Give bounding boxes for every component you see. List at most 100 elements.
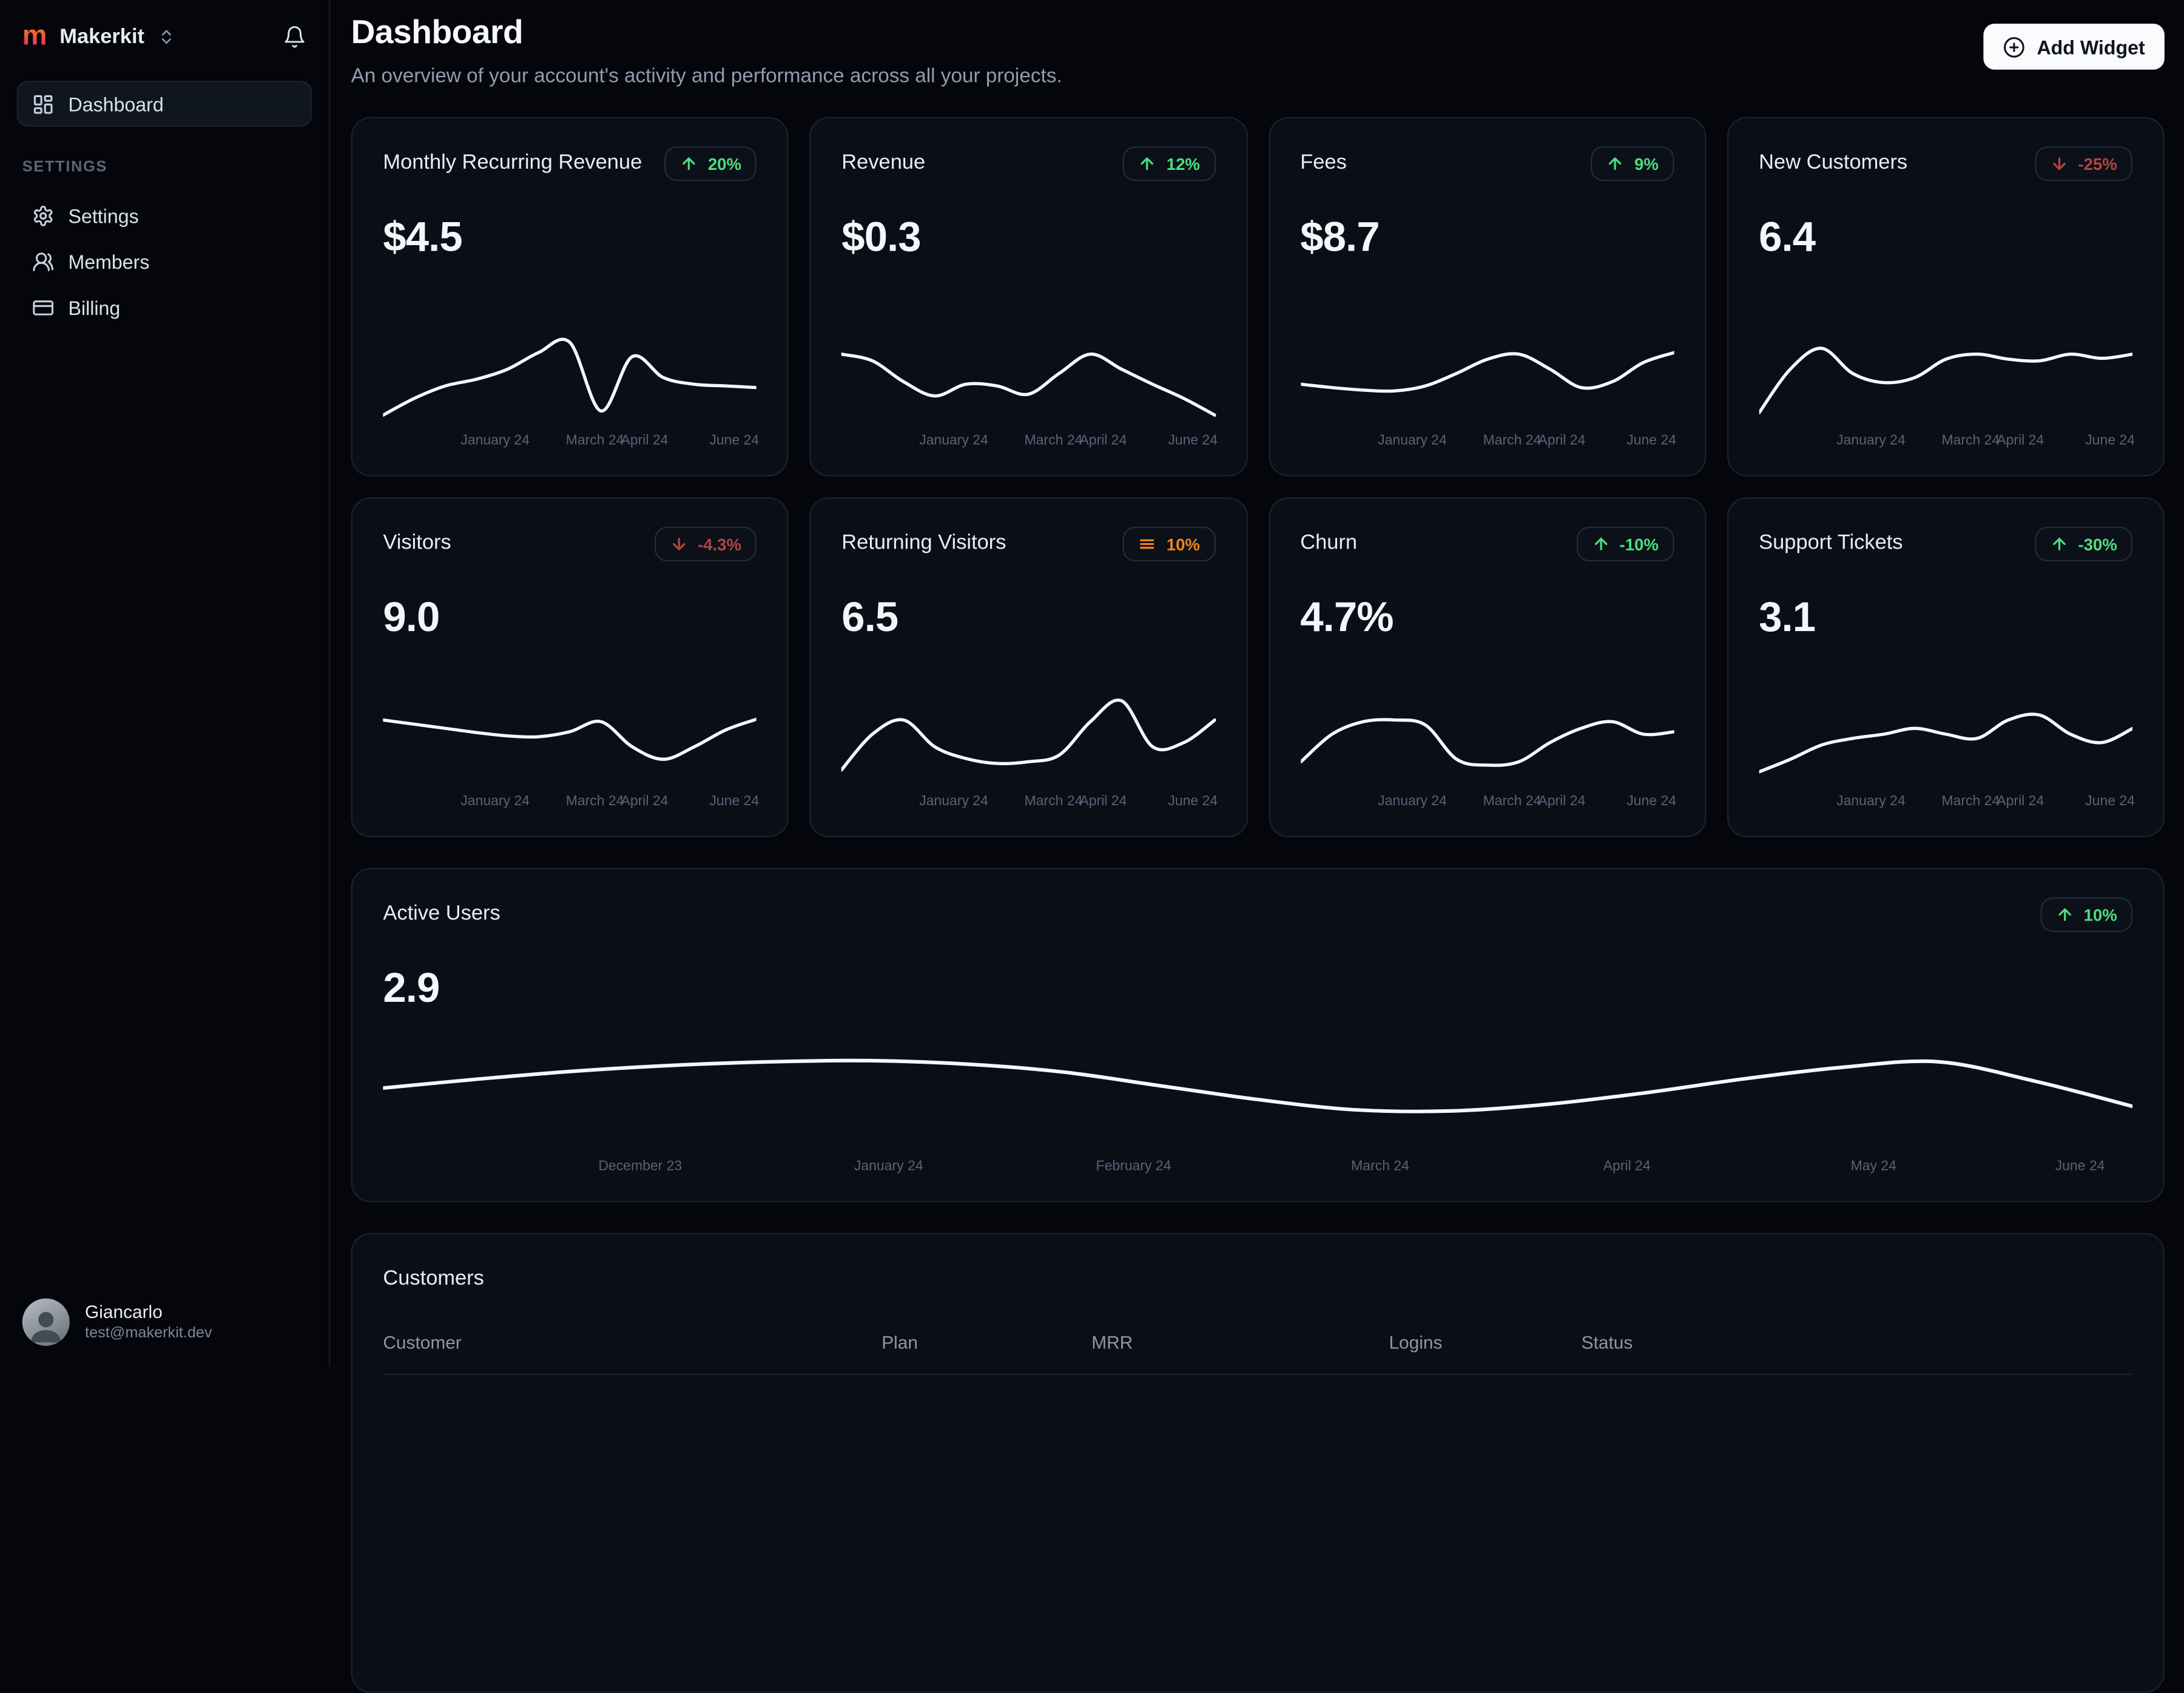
- sparkline-block: January 24 March 24 April 24 June 24: [1759, 692, 2135, 814]
- trend-badge: -10%: [1576, 526, 1674, 562]
- axis-tick-label: March 24: [565, 433, 624, 449]
- card-title: Monthly Recurring Revenue: [383, 150, 642, 174]
- axis-tick-label: June 24: [709, 433, 760, 449]
- stat-card: Support Tickets -30% 3.1 January 24 March…: [1727, 497, 2165, 837]
- trend-badge: 10%: [1123, 526, 1216, 562]
- column-header: Logins: [1389, 1331, 1443, 1353]
- user-email: test@makerkit.dev: [85, 1325, 212, 1342]
- sparkline-chart: [383, 1027, 2133, 1149]
- badge-value: 10%: [1166, 534, 1200, 554]
- x-axis-labels: January 24 March 24 April 24 June 24: [1300, 430, 1676, 453]
- sidebar-item-members[interactable]: Members: [17, 238, 312, 285]
- page-header: Dashboard An overview of your account's …: [351, 14, 2165, 88]
- makerkit-logo: m: [22, 21, 47, 52]
- arrow-down-icon: [672, 538, 686, 550]
- sparkline-chart: [1759, 331, 2133, 424]
- card-value: $4.5: [383, 214, 462, 261]
- column-header: MRR: [1091, 1331, 1133, 1353]
- sparkline-chart: [383, 692, 757, 785]
- person-icon: [31, 1311, 61, 1342]
- workspace-name: Makerkit: [59, 24, 145, 49]
- axis-tick-label: March 24: [565, 794, 624, 809]
- sparkline-svg: [1759, 346, 2133, 414]
- sparkline-block: January 24 March 24 April 24 June 24: [1759, 331, 2135, 453]
- sparkline-chart: [841, 692, 1216, 785]
- axis-tick-label: March 24: [1351, 1159, 1409, 1175]
- badge-value: 9%: [1634, 154, 1659, 174]
- chevron-up-down-icon[interactable]: [157, 27, 175, 46]
- stat-cards-grid: Monthly Recurring Revenue 20% $4.5 Janua…: [351, 117, 2165, 837]
- axis-tick-label: April 24: [1538, 794, 1586, 809]
- axis-tick-label: April 24: [621, 433, 669, 449]
- sparkline-block: January 24 March 24 April 24 June 24: [841, 331, 1218, 453]
- badge-value: -25%: [2078, 154, 2117, 174]
- sparkline-svg: [383, 717, 757, 761]
- gear-icon: [33, 204, 53, 226]
- sparkline-block: January 24 March 24 April 24 June 24: [1300, 331, 1676, 453]
- stat-card: Fees 9% $8.7 January 24 March 24 April 24 J…: [1268, 117, 1706, 477]
- axis-tick-label: April 24: [1538, 433, 1586, 449]
- sparkline-chart: [1300, 692, 1674, 785]
- axis-tick-label: January 24: [460, 433, 530, 449]
- workspace-switcher[interactable]: m Makerkit: [0, 0, 329, 61]
- active-users-chart: December 23 January 24 February 24 March 24…: [383, 1027, 2133, 1178]
- sidebar-item-billing[interactable]: Billing: [17, 284, 312, 330]
- card-value: $0.3: [841, 214, 921, 261]
- add-widget-label: Add Widget: [2037, 35, 2145, 58]
- card-value: 6.5: [841, 595, 898, 641]
- card-value: 6.4: [1759, 214, 1816, 261]
- axis-tick-label: January 24: [1378, 433, 1447, 449]
- sidebar-section-settings-label: SETTINGS: [22, 158, 108, 176]
- axis-tick-label: June 24: [1168, 433, 1218, 449]
- trend-badge: 10%: [2040, 897, 2133, 932]
- trend-badge: -30%: [2035, 526, 2133, 562]
- axis-tick-label: January 24: [460, 794, 530, 809]
- card-title: Visitors: [383, 530, 451, 555]
- x-axis-labels: January 24 March 24 April 24 June 24: [1759, 430, 2135, 453]
- card-value: 9.0: [383, 595, 440, 641]
- x-axis-labels: January 24 March 24 April 24 June 24: [383, 791, 759, 814]
- axis-tick-label: June 24: [2055, 1159, 2105, 1175]
- sidebar-item-settings[interactable]: Settings: [17, 192, 312, 238]
- axis-tick-label: June 24: [1626, 433, 1676, 449]
- axis-tick-label: June 24: [1168, 794, 1218, 809]
- sidebar-nav: Dashboard SETTINGS Settings Members Bill…: [0, 61, 329, 330]
- sidebar-item-label: Billing: [68, 296, 121, 319]
- card-value: 4.7%: [1300, 595, 1394, 641]
- sidebar-item-label: Members: [68, 250, 150, 272]
- axis-tick-label: March 24: [1941, 433, 2000, 449]
- avatar: [22, 1297, 70, 1345]
- sparkline-svg: [1300, 718, 1674, 767]
- notifications-bell-icon[interactable]: [283, 24, 306, 48]
- sparkline-chart: [383, 331, 757, 424]
- card-title: Revenue: [841, 150, 926, 174]
- axis-tick-label: June 24: [1626, 794, 1676, 809]
- plus-circle-icon: [2004, 36, 2025, 57]
- column-header: Customer: [383, 1331, 462, 1353]
- x-axis-labels: January 24 March 24 April 24 June 24: [841, 791, 1218, 814]
- sparkline-svg: [841, 698, 1216, 772]
- axis-tick-label: April 24: [1079, 433, 1127, 449]
- trend-badge: 9%: [1591, 146, 1674, 181]
- active-users-card: Active Users 10% 2.9 December 23 January …: [351, 868, 2165, 1203]
- arrow-down-icon: [2053, 157, 2066, 171]
- axis-tick-label: January 24: [1378, 794, 1447, 809]
- stat-card: Monthly Recurring Revenue 20% $4.5 Janua…: [351, 117, 789, 477]
- stat-card: Churn -10% 4.7% January 24 March 24 April …: [1268, 497, 1706, 837]
- sparkline-svg: [383, 1058, 2133, 1113]
- column-header: Status: [1581, 1331, 1633, 1353]
- sidebar-item-dashboard[interactable]: Dashboard: [16, 81, 312, 127]
- axis-tick-label: March 24: [1024, 794, 1083, 809]
- user-profile[interactable]: Giancarlo test@makerkit.dev: [0, 1279, 329, 1367]
- customers-title: Customers: [383, 1266, 484, 1291]
- stat-card: Revenue 12% $0.3 January 24 March 24 April…: [809, 117, 1247, 477]
- add-widget-button[interactable]: Add Widget: [1984, 24, 2165, 70]
- card-value: $8.7: [1300, 214, 1380, 261]
- sparkline-block: January 24 March 24 April 24 June 24: [383, 331, 760, 453]
- user-name: Giancarlo: [85, 1300, 163, 1322]
- sparkline-chart: [1300, 331, 1674, 424]
- dashboard-grid-icon: [33, 94, 53, 113]
- stat-card: Returning Visitors 10% 6.5 January 24 Mar…: [809, 497, 1247, 837]
- arrow-up-icon: [1594, 538, 1607, 550]
